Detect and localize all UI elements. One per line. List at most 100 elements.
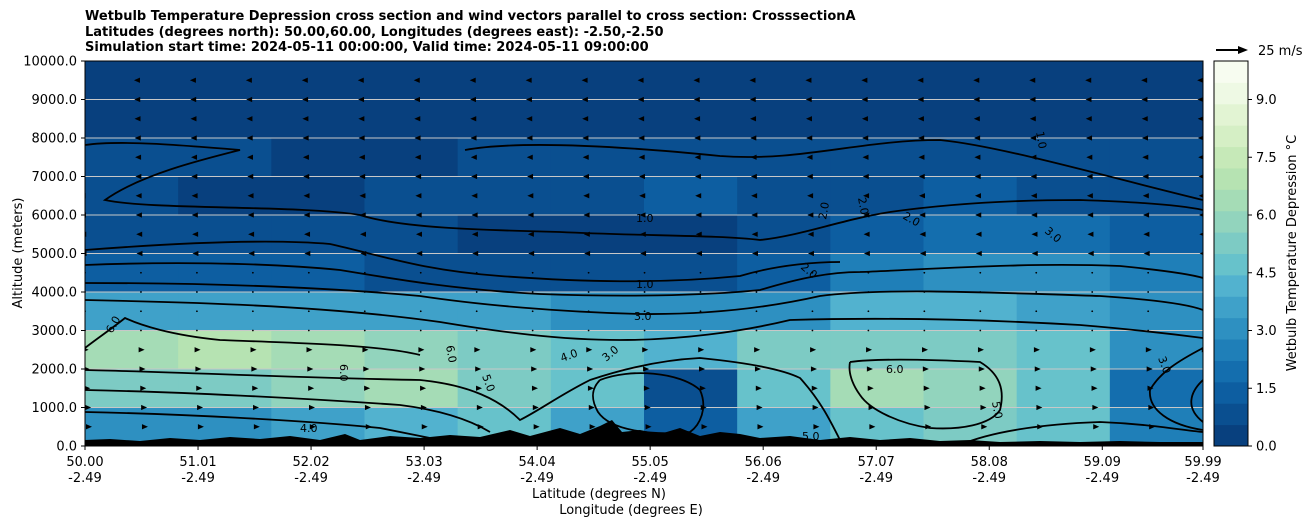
wind-vector	[1031, 231, 1038, 237]
wind-vector	[470, 116, 477, 122]
wind-vector	[140, 291, 142, 293]
heat-cell	[85, 330, 179, 370]
wind-vector	[1199, 213, 1203, 217]
colorbar-band	[1214, 189, 1248, 212]
wind-vector	[475, 366, 482, 372]
wind-vector	[640, 250, 647, 257]
contour-label: 5.0	[479, 373, 497, 394]
wind-vector	[978, 366, 985, 372]
wind-vector	[863, 193, 870, 199]
heat-cell	[364, 176, 459, 216]
wind-vector	[1086, 193, 1093, 199]
wind-vector	[527, 193, 534, 199]
wind-vector	[363, 366, 370, 372]
contour-label: 1.0	[636, 278, 654, 291]
wind-vector	[811, 329, 814, 332]
title-line-1: Wetbulb Temperature Depression cross sec…	[85, 9, 856, 24]
x-tick-label-lat: 55.05	[632, 455, 669, 470]
wind-vector	[586, 347, 593, 353]
heat-cell	[550, 253, 645, 293]
heat-cell	[923, 253, 1018, 293]
heat-cell	[644, 138, 738, 177]
wind-vector	[867, 329, 870, 332]
wind-vector	[582, 154, 589, 160]
wind-vector	[415, 173, 422, 180]
wind-vector	[1141, 96, 1148, 103]
wind-vector	[420, 385, 427, 391]
wind-vector	[639, 193, 646, 199]
wind-vector	[918, 135, 925, 141]
wind-vector	[133, 77, 140, 83]
wind-vector	[1197, 77, 1203, 83]
wind-vector	[1087, 231, 1094, 237]
heat-cell	[364, 330, 459, 370]
contour-line-6-0-right	[848, 358, 1003, 430]
heat-cell	[85, 61, 179, 100]
wind-vector	[917, 116, 924, 122]
wind-vector	[141, 424, 148, 430]
wind-vector	[364, 404, 371, 411]
wind-vector	[977, 347, 984, 353]
wind-vector	[583, 193, 590, 199]
wind-vector	[643, 310, 646, 313]
wind-vector	[476, 385, 483, 391]
wind-vector	[1091, 385, 1098, 391]
contour-label: 4.0	[300, 422, 318, 435]
wind-vector	[192, 231, 199, 237]
wind-vector	[700, 404, 707, 411]
heat-cell	[830, 330, 924, 370]
wind-vector	[867, 271, 870, 274]
contour-line-4-0	[85, 299, 1203, 341]
wind-vector	[359, 173, 366, 180]
wind-vector	[981, 424, 988, 430]
wind-vector	[643, 329, 646, 332]
wind-vector	[1035, 310, 1038, 313]
wind-vector	[694, 173, 701, 180]
wind-vector	[191, 193, 198, 199]
wind-vector	[750, 135, 757, 141]
wind-vector	[306, 347, 313, 353]
wind-vector	[419, 291, 422, 293]
heat-cell	[364, 253, 459, 293]
wind-vector	[1146, 366, 1153, 372]
y-tick-label: 4000.0	[32, 286, 78, 301]
wind-vector	[695, 231, 702, 237]
wind-vector	[866, 366, 873, 372]
wind-vector	[475, 329, 478, 332]
heat-cell	[271, 253, 365, 293]
heat-cell	[550, 99, 645, 139]
x-tick-label-lon: -2.49	[746, 471, 780, 486]
wind-vector	[190, 135, 197, 141]
wind-vector	[974, 154, 981, 160]
wind-vector	[861, 77, 868, 83]
wind-vector	[1147, 385, 1154, 391]
heat-cell	[923, 330, 1018, 370]
wind-vector	[304, 250, 311, 257]
wind-vector	[79, 116, 85, 121]
wind-vector	[1148, 404, 1155, 411]
wind-vector	[811, 385, 818, 391]
wind-vector	[919, 231, 926, 237]
wind-vector	[420, 404, 427, 411]
wind-vector	[359, 193, 366, 199]
wind-vector	[975, 212, 982, 218]
wind-vector	[1035, 329, 1038, 332]
wind-vector	[1085, 96, 1092, 103]
colorbar-band	[1214, 103, 1248, 126]
wind-vector	[581, 77, 588, 83]
heat-cell	[364, 138, 459, 177]
wind-vector	[251, 291, 254, 293]
wind-vector	[191, 154, 198, 160]
wind-vector	[866, 347, 873, 353]
x-tick-label-lat: 54.04	[519, 455, 556, 470]
wind-vector	[307, 366, 314, 372]
wind-vector	[530, 347, 537, 353]
y-axis-label: Altitude (meters)	[11, 198, 26, 309]
wind-vector	[750, 154, 757, 160]
wind-vector	[415, 231, 422, 237]
wind-vector	[136, 231, 143, 237]
colorbar-band	[1214, 381, 1248, 404]
wind-vector	[414, 135, 421, 141]
wind-vector	[974, 135, 981, 141]
wind-vector	[1202, 366, 1203, 372]
